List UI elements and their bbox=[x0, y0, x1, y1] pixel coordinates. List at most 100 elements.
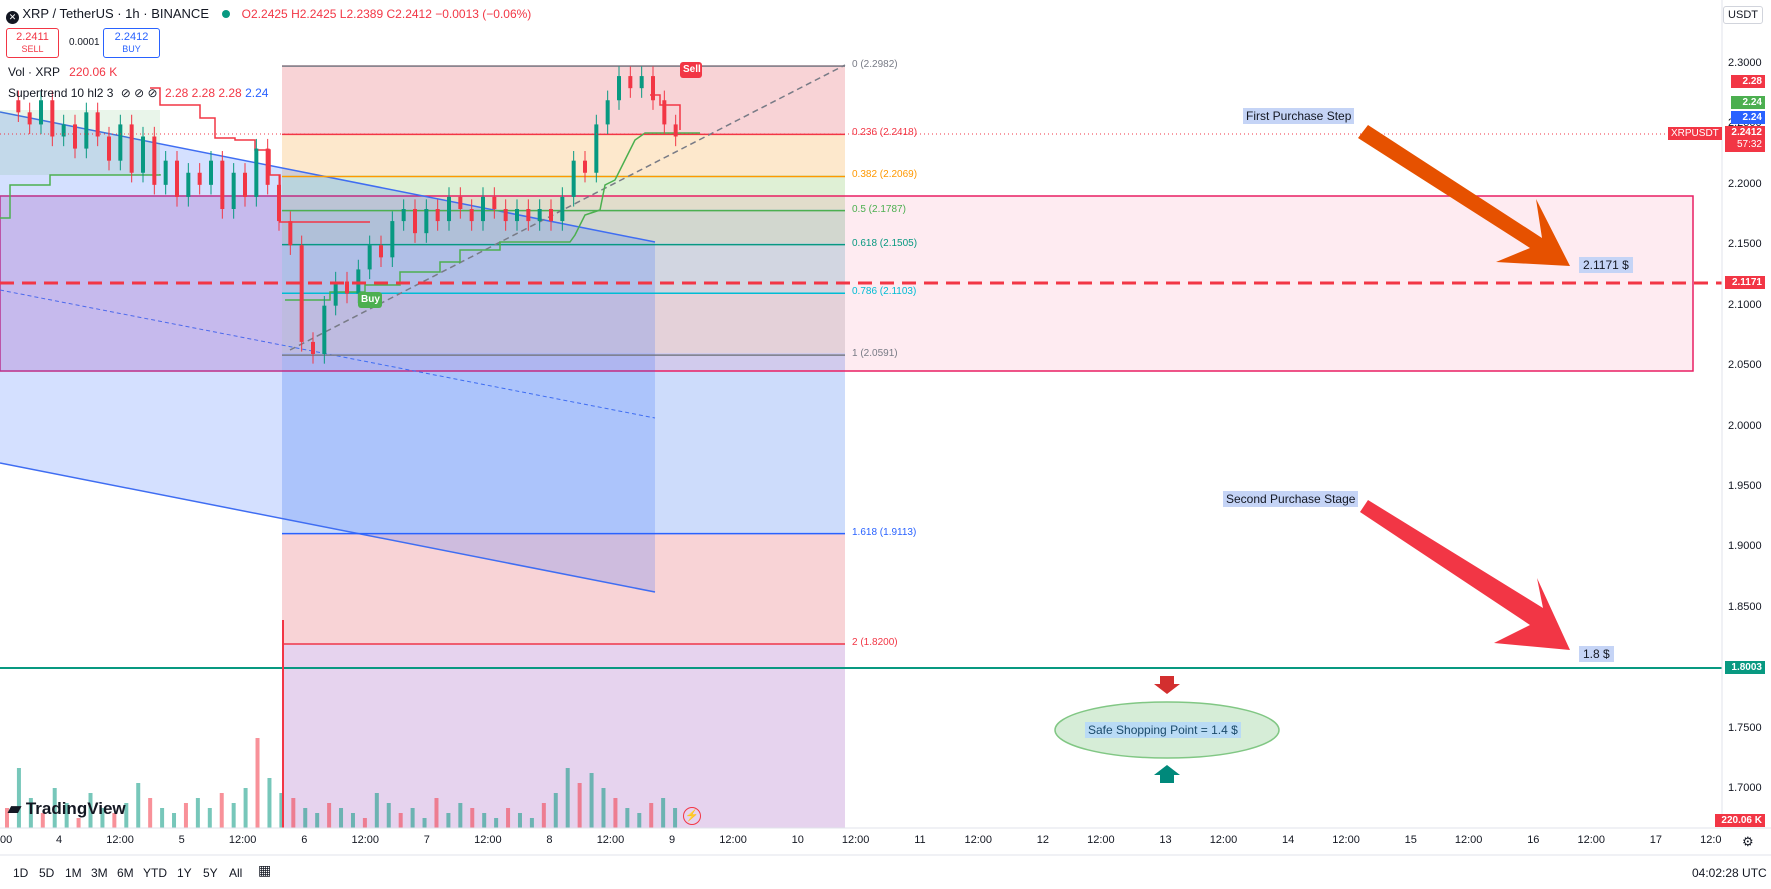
ohlc-change: −0.0013 (−0.06%) bbox=[435, 7, 532, 21]
range-button[interactable]: 3M bbox=[91, 866, 108, 880]
red-arrow[interactable] bbox=[1360, 500, 1570, 650]
volume-bar bbox=[88, 793, 93, 828]
supertrend-green-2 bbox=[285, 132, 700, 301]
time-axis-label: 12:00 bbox=[1454, 834, 1483, 846]
regression-channel[interactable] bbox=[0, 112, 655, 592]
first-purchase-label[interactable]: First Purchase Step bbox=[1243, 108, 1355, 124]
time-axis-label: 4 bbox=[56, 834, 63, 846]
candle-body bbox=[469, 209, 474, 222]
range-button[interactable]: YTD bbox=[143, 866, 167, 880]
symbol-title-row: ✕ XRP / TetherUS · 1h · BINANCE O2.2425 … bbox=[6, 6, 531, 24]
second-purchase-label[interactable]: Second Purchase Stage bbox=[1223, 491, 1359, 507]
price-tag-2-28: 2.28 bbox=[1731, 75, 1765, 88]
range-button[interactable]: 1D bbox=[13, 866, 29, 880]
target-1-label[interactable]: 2.1171 $ bbox=[1579, 257, 1633, 273]
volume-bar bbox=[458, 803, 463, 828]
range-button[interactable]: 5D bbox=[39, 866, 55, 880]
time-axis-label: 5 bbox=[178, 834, 185, 846]
supertrend-red-2 bbox=[650, 94, 681, 130]
date-range-icon[interactable]: ▦ bbox=[258, 862, 272, 878]
supertrend-value-3: 2.28 bbox=[218, 86, 242, 100]
volume-bar bbox=[482, 813, 487, 828]
price-axis-label: 1.7500 bbox=[1728, 721, 1762, 734]
time-axis-label: 12:00 bbox=[106, 834, 134, 846]
buy-button[interactable]: 2.2412 BUY bbox=[103, 28, 160, 58]
candle-body bbox=[481, 196, 485, 222]
volume-bars bbox=[5, 738, 678, 828]
price-tag-2-1171: 2.1171 bbox=[1725, 276, 1765, 289]
target-2-label[interactable]: 1.8 $ bbox=[1579, 646, 1614, 662]
sell-button[interactable]: 2.2411 SELL bbox=[6, 28, 59, 58]
volume-legend[interactable]: Vol · XRP 220.06 K bbox=[8, 65, 117, 79]
candle-body bbox=[265, 148, 270, 185]
ohlc-low: L2.2389 bbox=[339, 7, 384, 21]
range-button[interactable]: 1M bbox=[65, 866, 82, 880]
volume-bar bbox=[434, 798, 439, 828]
time-axis-label: 17 bbox=[1649, 834, 1663, 846]
volume-bar bbox=[231, 803, 236, 828]
time-axis-label: 12:00 bbox=[1332, 834, 1360, 846]
range-button[interactable]: 1Y bbox=[177, 866, 192, 880]
range-button[interactable]: 6M bbox=[117, 866, 134, 880]
candle-body bbox=[424, 209, 429, 234]
volume-bar bbox=[494, 818, 499, 828]
ohlc-open: O2.2425 bbox=[241, 7, 288, 21]
volume-bar bbox=[541, 803, 546, 828]
tv-logo-text: TradingView bbox=[25, 799, 126, 818]
volume-bar bbox=[374, 793, 379, 828]
volume-bar bbox=[649, 803, 654, 828]
candle-body bbox=[435, 209, 440, 222]
candle-body bbox=[492, 196, 497, 209]
tradingview-logo[interactable]: ▰ TradingView bbox=[8, 799, 126, 819]
volume-bar bbox=[100, 808, 105, 828]
symbol-title[interactable]: XRP / TetherUS · 1h · BINANCE bbox=[22, 6, 209, 21]
price-candles[interactable] bbox=[16, 66, 678, 364]
candle-body bbox=[141, 136, 145, 173]
time-axis-label: 8 bbox=[546, 834, 553, 846]
supertrend-value-4: 2.24 bbox=[245, 86, 269, 100]
currency-label: USDT bbox=[1728, 9, 1758, 21]
currency-selector[interactable]: USDT bbox=[1723, 6, 1763, 24]
volume-bar bbox=[219, 793, 224, 828]
time-axis-label: 11 bbox=[914, 834, 926, 846]
range-button[interactable]: All bbox=[229, 866, 243, 880]
time-axis-label: 12:00 bbox=[228, 834, 257, 846]
price-axis-label: 1.9500 bbox=[1728, 479, 1762, 492]
volume-bar bbox=[112, 813, 117, 828]
candle-body bbox=[50, 100, 55, 137]
volume-bar bbox=[410, 808, 415, 828]
candle-body bbox=[288, 221, 293, 246]
fib-trend-line[interactable] bbox=[289, 64, 846, 351]
range-button[interactable]: 5Y bbox=[203, 866, 218, 880]
volume-bar bbox=[506, 808, 511, 828]
supertrend-green bbox=[0, 174, 161, 219]
utc-clock[interactable]: 04:02:28 UTC bbox=[1692, 866, 1767, 880]
chart-settings-icon[interactable]: ⚙ bbox=[1742, 834, 1754, 849]
volume-bar bbox=[136, 783, 141, 828]
candle-body bbox=[639, 76, 644, 89]
safe-point-label[interactable]: Safe Shopping Point = 1.4 $ bbox=[1085, 722, 1241, 738]
volume-bar bbox=[339, 808, 344, 828]
candle-body bbox=[560, 196, 565, 222]
candle-body bbox=[311, 341, 315, 354]
volume-bar bbox=[601, 788, 606, 828]
supertrend-legend[interactable]: Supertrend 10 hl2 3 ⊘ ⊘ ⊘ 2.28 2.28 2.28… bbox=[8, 86, 269, 100]
orange-arrow[interactable] bbox=[1358, 125, 1570, 266]
candle-body bbox=[277, 184, 281, 222]
volume-bar bbox=[255, 738, 260, 828]
sell-label: SELL bbox=[21, 44, 44, 54]
fib-level-label: 1 (2.0591) bbox=[852, 348, 898, 360]
volume-bar bbox=[291, 798, 296, 828]
bar-countdown: 57:32 bbox=[1736, 139, 1762, 150]
candle-body bbox=[390, 221, 395, 258]
candle-body bbox=[673, 124, 678, 137]
candle-body bbox=[322, 305, 327, 354]
price-axis-label: 1.7000 bbox=[1728, 782, 1762, 794]
candle-body bbox=[220, 160, 225, 209]
supertrend-value-1: 2.28 bbox=[164, 86, 189, 100]
replay-icon[interactable]: ⚡ bbox=[683, 807, 701, 825]
candle-body bbox=[549, 209, 553, 222]
price-tag-2-24-green: 2.24 bbox=[1731, 96, 1765, 109]
market-status-icon bbox=[222, 10, 231, 18]
